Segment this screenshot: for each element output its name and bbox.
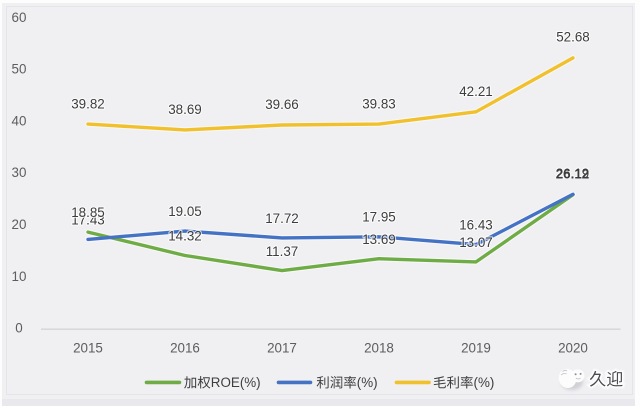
svg-text:19.05: 19.05	[168, 204, 202, 219]
svg-text:ROE(%): ROE(%)	[211, 375, 261, 390]
svg-text:17.72: 17.72	[265, 211, 299, 226]
svg-text:(%): (%)	[474, 375, 495, 390]
svg-text:18.85: 18.85	[71, 205, 105, 220]
svg-text:2020: 2020	[558, 341, 588, 356]
svg-text:2017: 2017	[267, 341, 297, 356]
svg-text:39.83: 39.83	[362, 96, 396, 111]
svg-text:17.43: 17.43	[71, 212, 105, 227]
svg-text:11.37: 11.37	[266, 244, 299, 259]
svg-text:(%): (%)	[357, 375, 378, 390]
svg-text:2018: 2018	[364, 341, 394, 356]
svg-text:2015: 2015	[73, 341, 103, 356]
svg-text:40: 40	[12, 113, 27, 128]
svg-text:14.32: 14.32	[168, 229, 202, 244]
svg-text:30: 30	[12, 165, 27, 180]
svg-text:39.82: 39.82	[71, 96, 105, 111]
svg-text:26.12: 26.12	[556, 167, 590, 182]
svg-text:13.07: 13.07	[459, 235, 493, 250]
svg-text:39.66: 39.66	[265, 97, 299, 112]
svg-text:52.68: 52.68	[556, 30, 590, 45]
svg-text:2016: 2016	[170, 341, 200, 356]
svg-text:38.69: 38.69	[168, 102, 202, 117]
svg-text:13.69: 13.69	[362, 232, 396, 247]
svg-text:0: 0	[15, 321, 22, 336]
svg-text:17.95: 17.95	[362, 210, 396, 225]
svg-text:2019: 2019	[461, 341, 491, 356]
svg-text:50: 50	[12, 62, 27, 77]
svg-text:20: 20	[12, 217, 27, 232]
svg-text:16.43: 16.43	[459, 218, 493, 233]
svg-text:42.21: 42.21	[459, 84, 493, 99]
svg-text:10: 10	[12, 269, 27, 284]
svg-text:26.19: 26.19	[556, 166, 590, 181]
svg-text:60: 60	[12, 10, 27, 25]
